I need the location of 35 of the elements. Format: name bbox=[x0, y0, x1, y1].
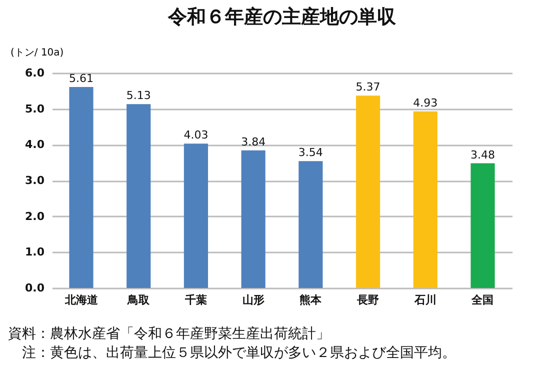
bar bbox=[413, 111, 438, 288]
data-label: 5.37 bbox=[356, 80, 380, 94]
x-tick-label: 全国 bbox=[470, 294, 494, 306]
x-tick-label: 山形 bbox=[242, 294, 264, 306]
y-tick-label: 5.0 bbox=[25, 102, 45, 116]
bar bbox=[241, 150, 266, 288]
text: 資料：農林水産省「令和６年産野菜生産出荷統計」 bbox=[8, 325, 331, 344]
y-tick-label: 2.0 bbox=[25, 210, 45, 223]
y-tick-label: 6.0 bbox=[25, 66, 45, 80]
bar bbox=[298, 161, 323, 288]
y-axis-title: (トン/ 10a) bbox=[10, 48, 64, 58]
y-tick-label: 4.0 bbox=[25, 138, 45, 152]
x-tick-label: 長野 bbox=[356, 294, 380, 306]
x-tick-label: 千葉 bbox=[184, 294, 207, 306]
y-tick-label: 1.0 bbox=[25, 246, 45, 259]
chart-title: 令和６年産の主産地の単収 bbox=[167, 6, 397, 28]
data-label: 4.93 bbox=[413, 96, 438, 110]
x-tick-label: 鳥取 bbox=[126, 294, 151, 306]
data-label: 3.54 bbox=[298, 146, 323, 160]
data-label: 3.48 bbox=[470, 148, 495, 162]
bar bbox=[356, 96, 380, 288]
text: 注：黄色は、出荷量上位５県以外で単収が多い２県および全国平均。 bbox=[21, 344, 457, 363]
bar bbox=[184, 144, 208, 288]
x-tick-label: 熊本 bbox=[300, 294, 323, 306]
bar bbox=[69, 86, 94, 288]
bar bbox=[126, 104, 151, 288]
x-tick-label: 石川 bbox=[413, 294, 436, 306]
data-label: 3.84 bbox=[241, 135, 266, 148]
data-label: 4.03 bbox=[184, 128, 208, 142]
y-tick-label: 0.0 bbox=[25, 282, 45, 294]
bar bbox=[470, 163, 495, 288]
y-tick-label: 3.0 bbox=[25, 174, 45, 187]
data-label: 5.13 bbox=[126, 89, 151, 102]
data-label: 5.61 bbox=[69, 72, 94, 85]
x-tick-label: 北海道 bbox=[64, 294, 99, 306]
